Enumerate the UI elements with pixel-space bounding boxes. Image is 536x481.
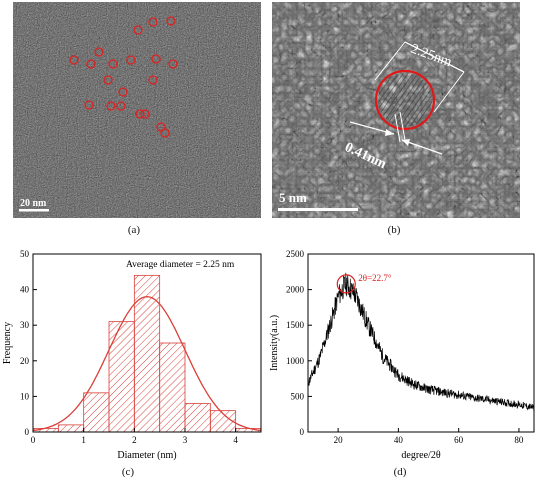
caption-c: (c) [121, 466, 135, 478]
y-tick-label: 40 [20, 285, 30, 295]
histogram-bar [108, 321, 135, 433]
average-annotation: Average diameter = 2.25 nm [126, 260, 235, 270]
hrtem-scale-bar [278, 208, 358, 211]
y-tick-label: 1500 [286, 320, 305, 330]
particle-marker [148, 75, 158, 85]
nanoparticle-lattice [378, 73, 432, 127]
x-tick-label: 60 [454, 435, 464, 445]
particle-marker [140, 109, 150, 119]
particle-marker [108, 59, 118, 69]
x-tick-label: 1 [81, 435, 86, 445]
y-tick-label: 2000 [286, 285, 305, 295]
y-tick-label: 20 [20, 356, 30, 366]
histogram-bar [57, 424, 85, 433]
x-tick-label: 80 [514, 435, 524, 445]
plot-frame [32, 253, 262, 433]
histogram-panel: 0 1 2 3 4 0 10 20 30 40 50 Average diameter = 2.2… [0, 244, 268, 466]
particle-marker [168, 59, 178, 69]
particle-marker [84, 100, 94, 110]
particle-markers [69, 16, 178, 138]
particle-marker [166, 16, 176, 26]
y-tick-label: 1000 [286, 356, 305, 366]
xrd-curve [307, 272, 535, 411]
peak-annotation: 2θ=22.7° [358, 273, 392, 283]
peak-circle [336, 274, 356, 294]
x-tick-label: 20 [334, 435, 344, 445]
y-tick-label: 30 [20, 320, 30, 330]
diameter-guide-right [433, 71, 465, 113]
y-tick-label: 50 [20, 249, 30, 259]
hrtem-image: 2.25nm 0.41nm 5 nm [272, 2, 520, 218]
particle-marker [148, 17, 158, 27]
hrtem-scale-label: 5 nm [279, 190, 307, 205]
particle-marker [103, 75, 113, 85]
y-axis-label: Intensity(a.u.) [269, 315, 280, 371]
diameter-arrow [404, 41, 465, 73]
x-tick-label: 4 [233, 435, 238, 445]
scale-bar-label: 20 nm [20, 198, 47, 209]
nanoparticle-circle [374, 69, 436, 131]
particle-marker [69, 55, 79, 65]
histogram-bar [83, 392, 110, 433]
gaussian-fit-curve [32, 296, 262, 432]
particle-marker [151, 54, 161, 64]
y-tick-label: 2500 [286, 249, 305, 259]
y-axis-ticks: 0 10 20 30 40 50 [20, 249, 37, 437]
y-tick-label: 0 [300, 427, 305, 437]
y-axis-ticks: 0 500 1000 1500 2000 2500 [286, 249, 312, 437]
scale-bar [19, 209, 49, 212]
histogram-bars [32, 274, 262, 433]
particle-marker [126, 55, 136, 65]
plot-frame [307, 253, 535, 433]
x-tick-label: 3 [183, 435, 188, 445]
particle-marker [106, 101, 116, 111]
x-axis-label: Diameter (nm) [117, 450, 176, 461]
particle-marker [160, 128, 170, 138]
y-axis-label: Frequency [2, 322, 13, 364]
particle-marker [116, 101, 126, 111]
y-tick-label: 0 [25, 427, 30, 437]
hrtem-svg: 2.25nm 0.41nm 5 nm [272, 2, 520, 218]
lattice-fringe-2 [399, 111, 406, 141]
lattice-arrowhead-left [385, 129, 394, 136]
caption-a: (a) [127, 224, 141, 236]
diameter-guide-left [374, 41, 406, 81]
lattice-arrowhead-right [402, 139, 410, 146]
histogram-bar [159, 342, 186, 433]
x-axis-label: degree/2θ [401, 450, 440, 461]
tem-overview-svg: 20 nm [13, 2, 261, 218]
particle-marker [135, 109, 145, 119]
particle-marker [86, 59, 96, 69]
lattice-fringe-1 [394, 113, 401, 143]
x-tick-label: 2 [132, 435, 137, 445]
caption-b: (b) [387, 224, 401, 236]
particle-marker [118, 87, 128, 97]
particle-marker [133, 25, 143, 35]
histogram-bar [133, 274, 161, 433]
histogram-bar [184, 403, 211, 433]
x-tick-label: 0 [31, 435, 36, 445]
x-axis-ticks: 20 40 60 80 [334, 428, 524, 445]
tem-grain [13, 2, 261, 218]
histogram-svg: 0 1 2 3 4 0 10 20 30 40 50 Average diameter = 2.2… [2, 249, 262, 461]
particle-marker [94, 47, 104, 57]
caption-d: (d) [393, 466, 407, 478]
xrd-svg: 20 40 60 80 0 500 1000 1500 2000 2500 2θ=22.7° d… [269, 249, 535, 461]
y-tick-label: 500 [291, 391, 305, 401]
tem-image-overview: 20 nm [13, 2, 261, 218]
x-tick-label: 40 [394, 435, 404, 445]
xrd-panel: 20 40 60 80 0 500 1000 1500 2000 2500 2θ=22.7° d… [268, 244, 536, 466]
x-axis-ticks: 0 1 2 3 4 [31, 428, 238, 445]
y-tick-label: 10 [20, 391, 30, 401]
